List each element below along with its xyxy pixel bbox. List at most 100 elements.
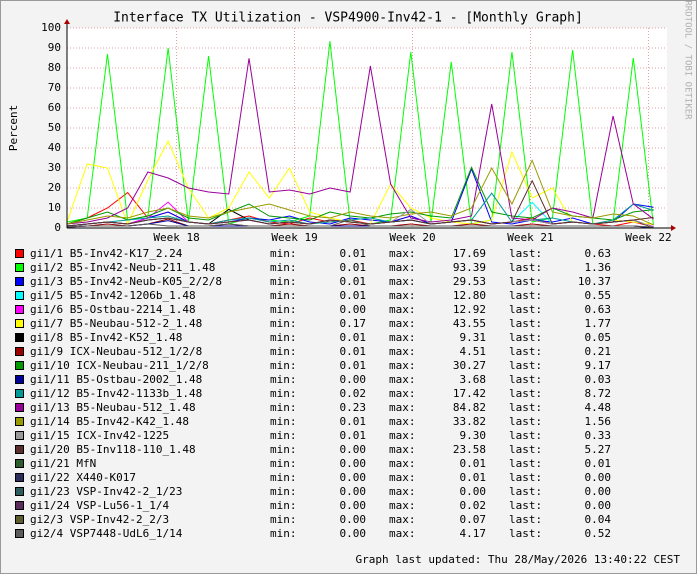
legend-swatch — [15, 277, 24, 286]
stat-value: 0.01 — [340, 289, 367, 302]
legend-label: gi1/20 B5-Inv118-110_1.48 — [30, 443, 196, 456]
stat-name: min: — [270, 415, 297, 428]
legend-swatch — [15, 459, 24, 468]
stat-value: 0.00 — [340, 373, 367, 386]
x-tick-label: Week 21 — [507, 231, 553, 244]
stat-name: max: — [389, 261, 416, 274]
stat-value: 0.63 — [585, 303, 612, 316]
stat-name: last: — [509, 247, 542, 260]
stat-name: max: — [389, 429, 416, 442]
stat-name: min: — [270, 289, 297, 302]
stat-value: 0.01 — [460, 457, 487, 470]
stat-name: max: — [389, 247, 416, 260]
stat-name: min: — [270, 303, 297, 316]
stat-name: last: — [509, 289, 542, 302]
stat-value: 12.92 — [453, 303, 486, 316]
y-tick-label: 30 — [48, 161, 61, 174]
stat-value: 0.52 — [585, 527, 612, 540]
stat-name: max: — [389, 359, 416, 372]
x-tick-label: Week 18 — [153, 231, 199, 244]
stat-name: min: — [270, 443, 297, 456]
stat-value: 4.17 — [460, 527, 487, 540]
stat-value: 0.00 — [340, 513, 367, 526]
legend-label: gi2/3 VSP-Inv42-2_2/3 — [30, 513, 169, 526]
stat-name: max: — [389, 317, 416, 330]
legend-label: gi1/6 B5-Ostbau-2214_1.48 — [30, 303, 196, 316]
series-line — [66, 192, 654, 227]
legend-label: gi1/13 B5-Neubau-512_1.48 — [30, 401, 196, 414]
stat-value: 0.01 — [340, 429, 367, 442]
stat-name: last: — [509, 345, 542, 358]
axis-arrow — [671, 225, 676, 231]
stat-value: 30.27 — [453, 359, 486, 372]
stat-value: 0.01 — [340, 247, 367, 260]
legend-swatch — [15, 501, 24, 510]
stat-value: 0.00 — [585, 471, 612, 484]
stat-name: min: — [270, 429, 297, 442]
x-tick-label: Week 19 — [271, 231, 317, 244]
stat-name: min: — [270, 401, 297, 414]
stat-value: 0.55 — [585, 289, 612, 302]
stat-value: 0.07 — [460, 513, 487, 526]
stat-value: 0.00 — [340, 499, 367, 512]
stat-name: max: — [389, 289, 416, 302]
stat-name: min: — [270, 513, 297, 526]
stat-value: 1.77 — [585, 317, 612, 330]
stat-value: 33.82 — [453, 415, 486, 428]
stat-value: 29.53 — [453, 275, 486, 288]
stat-name: last: — [509, 457, 542, 470]
stat-name: last: — [509, 429, 542, 442]
stat-name: min: — [270, 457, 297, 470]
stat-name: last: — [509, 527, 542, 540]
stat-value: 0.01 — [460, 471, 487, 484]
stat-value: 0.00 — [340, 303, 367, 316]
stat-name: last: — [509, 499, 542, 512]
legend-swatch — [15, 361, 24, 370]
stat-value: 0.01 — [340, 345, 367, 358]
stat-value: 0.21 — [585, 345, 612, 358]
legend-swatch — [15, 487, 24, 496]
stat-value: 5.27 — [585, 443, 612, 456]
stat-name: last: — [509, 359, 542, 372]
legend-label: gi1/1 B5-Inv42-K17_2.24 — [30, 247, 183, 260]
stat-value: 0.01 — [340, 331, 367, 344]
y-tick-label: 10 — [48, 201, 61, 214]
legend-label: gi1/5 B5-Inv42-1206b_1.48 — [30, 289, 196, 302]
stat-name: last: — [509, 387, 542, 400]
legend-label: gi1/2 B5-Inv42-Neub-211_1.48 — [30, 261, 215, 274]
stat-name: min: — [270, 485, 297, 498]
stat-value: 9.17 — [585, 359, 612, 372]
stat-value: 0.05 — [585, 331, 612, 344]
legend-swatch — [15, 529, 24, 538]
stat-value: 0.00 — [340, 527, 367, 540]
y-tick-label: 0 — [54, 221, 61, 234]
legend-swatch — [15, 431, 24, 440]
legend-label: gi1/22 X440-K017 — [30, 471, 136, 484]
stat-value: 0.00 — [340, 457, 367, 470]
y-tick-label: 80 — [48, 61, 61, 74]
legend-swatch — [15, 347, 24, 356]
x-tick-label: Week 20 — [389, 231, 435, 244]
stat-name: max: — [389, 415, 416, 428]
stat-name: min: — [270, 247, 297, 260]
stat-value: 0.00 — [585, 499, 612, 512]
stat-name: last: — [509, 303, 542, 316]
stat-value: 0.01 — [340, 261, 367, 274]
stat-name: max: — [389, 471, 416, 484]
stat-name: max: — [389, 303, 416, 316]
legend-label: gi1/15 ICX-Inv42-1225 — [30, 429, 169, 442]
stat-name: max: — [389, 513, 416, 526]
series-line — [66, 159, 654, 226]
series-line — [66, 58, 654, 225]
stat-value: 0.23 — [340, 401, 367, 414]
stat-name: min: — [270, 359, 297, 372]
stat-value: 0.04 — [585, 513, 612, 526]
legend-label: gi1/10 ICX-Neubau-211_1/2/8 — [30, 359, 209, 372]
stat-value: 1.36 — [585, 261, 612, 274]
x-tick-label: Week 22 — [625, 231, 671, 244]
legend-swatch — [15, 389, 24, 398]
stat-value: 0.63 — [585, 247, 612, 260]
stat-value: 43.55 — [453, 317, 486, 330]
stat-value: 84.82 — [453, 401, 486, 414]
stat-value: 17.42 — [453, 387, 486, 400]
